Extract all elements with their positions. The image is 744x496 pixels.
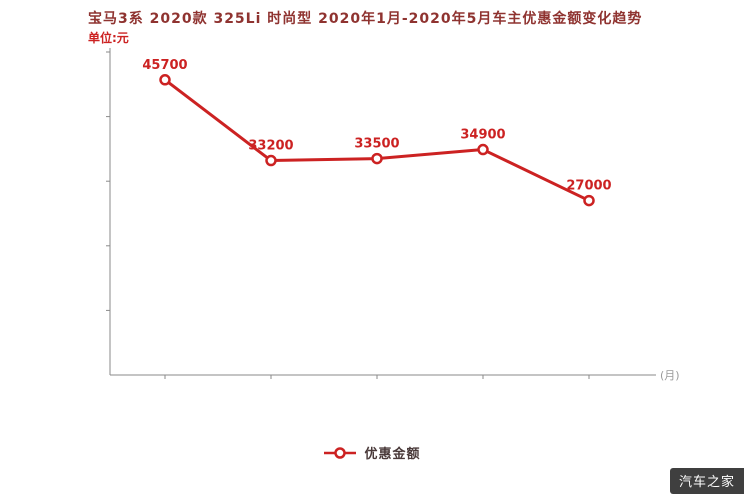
point-value-label: 34900 [460, 128, 505, 143]
x-axis-unit-label: (月) [660, 369, 680, 382]
point-value-label: 45700 [142, 58, 187, 73]
watermark-autohome: 汽车之家 [669, 468, 744, 494]
legend-label: 优惠金额 [364, 447, 421, 462]
point-value-label: 27000 [566, 179, 611, 194]
point-value-label: 33200 [248, 139, 293, 154]
y-axis-unit-label: 单位:元 [88, 31, 129, 45]
chart-legend: 优惠金额 [0, 443, 744, 462]
point-value-label: 33500 [354, 137, 399, 152]
legend-line-marker-icon [324, 446, 357, 459]
chart-title: 宝马3系 2020款 325Li 时尚型 2020年1月-2020年5月车主优惠… [88, 11, 643, 27]
line-chart-canvas: 45700 33200 33500 34900 27000 [106, 48, 656, 379]
